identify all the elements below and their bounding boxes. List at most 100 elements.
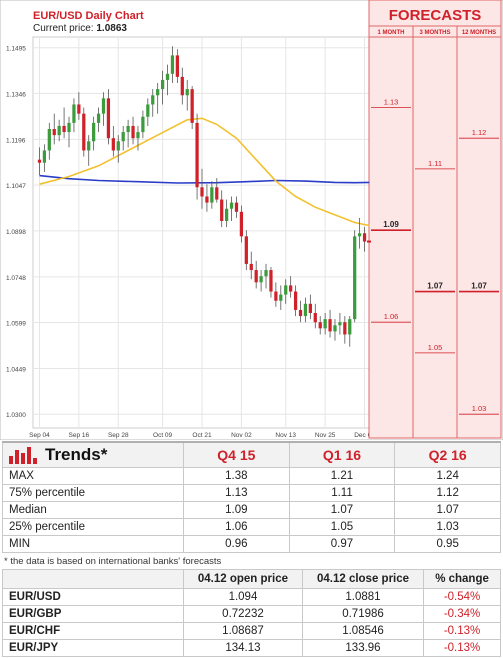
- fx-open: 1.08687: [183, 622, 303, 640]
- candle-body: [141, 116, 145, 133]
- candle-body: [279, 294, 283, 301]
- fx-change: -0.54%: [423, 588, 501, 606]
- y-tick-label: 1.0898: [6, 229, 26, 236]
- current-price-caption: Current price: 1.0863: [33, 23, 127, 34]
- candle-body: [269, 270, 273, 292]
- fx-close: 0.71986: [301, 605, 425, 623]
- x-tick-label: Sep 28: [108, 432, 129, 439]
- candle-body: [37, 159, 42, 163]
- fx-open: 134.13: [183, 639, 303, 657]
- trends-value: 1.06: [183, 518, 290, 536]
- trends-value: 1.24: [394, 467, 501, 485]
- candle-body: [175, 55, 179, 77]
- candle-body: [72, 104, 76, 123]
- trends-row-label: MIN: [2, 535, 184, 553]
- candle-body: [303, 303, 308, 317]
- candle-body: [165, 73, 170, 80]
- plot-area: [32, 36, 370, 429]
- x-tick-label: Nov 02: [231, 432, 252, 439]
- fx-open: 1.094: [183, 588, 303, 606]
- candle-body: [126, 125, 130, 133]
- fx-row-eurusd: EUR/USD 1.094 1.0881 -0.54%: [2, 588, 501, 606]
- candle-body: [313, 313, 317, 323]
- candle-body: [106, 98, 111, 139]
- forecast-panel: FORECASTS 1 MONTH 3 MONTHS 12 MONTHS 1.1…: [367, 0, 502, 439]
- candle-body: [362, 233, 367, 242]
- x-tick-label: Dec 07: [354, 432, 375, 439]
- quarter-q4-15: Q4 15: [183, 441, 290, 468]
- candle-body: [195, 122, 199, 188]
- candle-body: [67, 122, 71, 133]
- current-price-label: Current price:: [33, 23, 94, 34]
- fx-change: -0.13%: [423, 622, 501, 640]
- candle-body: [225, 208, 229, 221]
- trends-value: 1.13: [183, 484, 290, 502]
- y-tick-label: 1.1495: [6, 46, 26, 53]
- x-tick-label: Sep 16: [69, 432, 90, 439]
- y-tick-label: 1.1346: [6, 91, 26, 98]
- candle-body: [190, 89, 194, 123]
- forecast-col-1month: 1 MONTH: [378, 30, 405, 36]
- trends-value: 1.38: [183, 467, 290, 485]
- fx-row-eurjpy: EUR/JPY 134.13 133.96 -0.13%: [2, 639, 501, 657]
- trends-row-label: 75% percentile: [2, 484, 184, 502]
- candle-body: [111, 138, 115, 151]
- ma-long-layer: [39, 174, 370, 184]
- candle-body: [318, 322, 322, 329]
- candle-body: [151, 95, 155, 105]
- fx-header-close: 04.12 close price: [301, 569, 425, 589]
- trends-value: 1.21: [288, 467, 396, 485]
- trends-value: 0.97: [288, 535, 396, 553]
- candle-body: [215, 187, 219, 200]
- candle-body: [131, 125, 135, 139]
- candle-body: [47, 129, 51, 151]
- candle-body: [170, 55, 175, 74]
- trends-value: 0.96: [183, 535, 290, 553]
- forecast-background: [368, 0, 502, 439]
- candle-body: [284, 285, 288, 295]
- fx-pair: EUR/CHF: [2, 622, 184, 640]
- candle-body: [200, 187, 204, 197]
- candle-body: [57, 125, 61, 136]
- forecast-value-label: 1.09: [383, 220, 399, 229]
- candle-body: [234, 202, 239, 212]
- fx-rates-table: 04.12 open price 04.12 close price % cha…: [2, 569, 501, 657]
- trends-row-label: MAX: [2, 467, 184, 485]
- forecast-value-label: 1.03: [472, 404, 487, 413]
- y-tick-label: 1.0449: [6, 367, 26, 374]
- forecast-value-label: 1.13: [384, 98, 399, 107]
- trends-row-median: Median 1.09 1.07 1.07: [2, 501, 501, 519]
- candle-body: [116, 141, 120, 151]
- trends-value: 1.11: [288, 484, 396, 502]
- y-tick-label: 1.1047: [6, 183, 26, 190]
- forecast-col-12months: 12 MONTHS: [462, 30, 496, 36]
- y-tick-label: 1.0748: [6, 275, 26, 282]
- trends-value: 1.12: [394, 484, 501, 502]
- trends-row-75: 75% percentile 1.13 1.11 1.12: [2, 484, 501, 502]
- candle-body: [96, 113, 101, 123]
- candle-body: [121, 132, 125, 142]
- trends-value: 1.03: [394, 518, 501, 536]
- fx-header-change: % change: [423, 569, 501, 589]
- x-tick-label: Nov 13: [275, 432, 296, 439]
- candle-body: [180, 76, 184, 96]
- trends-value: 1.07: [288, 501, 396, 519]
- trends-table: Trends* Q4 15 Q1 16 Q2 16 MAX 1.38 1.21 …: [2, 441, 501, 553]
- candle-body: [308, 303, 312, 313]
- candles-layer: [37, 46, 367, 347]
- forecast-col-3months: 3 MONTHS: [419, 30, 450, 36]
- ma-long-line: [39, 174, 370, 184]
- y-axis: 1.1495 1.1346 1.1196 1.1047 1.0898 1.0748 1.05…: [6, 46, 26, 419]
- candle-body: [92, 122, 96, 142]
- candle-body: [62, 125, 66, 133]
- fx-header-pair: [2, 569, 184, 589]
- forecast-value-label: 1.07: [427, 282, 443, 291]
- forecast-value-label: 1.11: [428, 159, 442, 168]
- chart-title: EUR/USD Daily Chart: [33, 10, 144, 22]
- candle-body: [146, 104, 150, 117]
- fx-open: 0.72232: [183, 605, 303, 623]
- candle-body: [249, 263, 253, 271]
- trends-value: 1.05: [288, 518, 396, 536]
- ma-short-line: [39, 117, 370, 227]
- candle-body: [239, 211, 244, 237]
